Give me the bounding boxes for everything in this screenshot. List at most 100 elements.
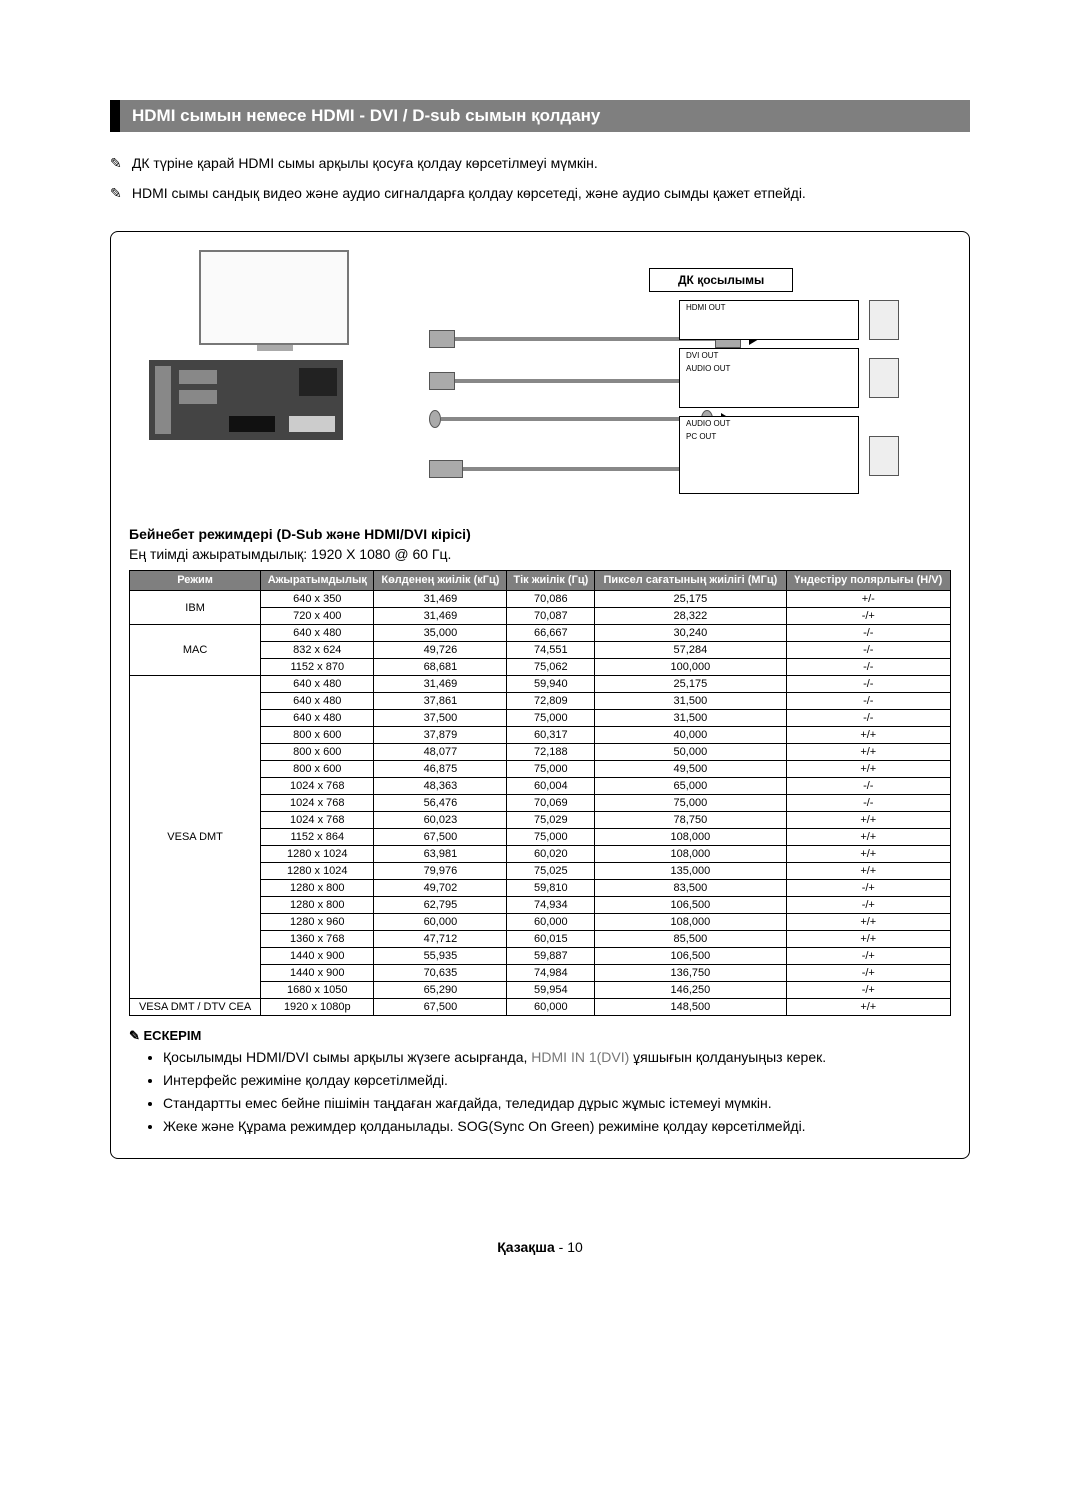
audio-jack-icon	[429, 410, 441, 428]
data-cell: +/-	[786, 591, 950, 608]
data-cell: 106,500	[595, 897, 786, 914]
notes-list: Қосылымды HDMI/DVI сымы арқылы жүзеге ас…	[129, 1048, 951, 1136]
section-title-bar: HDMI сымын немесе HDMI - DVI / D-sub сым…	[110, 100, 970, 132]
intro-note-1: ✎ ДК түріне қарай HDMI сымы арқылы қосуғ…	[110, 154, 970, 174]
data-cell: 72,809	[507, 693, 595, 710]
data-cell: 35,000	[374, 625, 507, 642]
data-cell: 135,000	[595, 863, 786, 880]
data-cell: 49,500	[595, 761, 786, 778]
note-text: Қосылымды HDMI/DVI сымы арқылы жүзеге ас…	[163, 1049, 531, 1065]
data-cell: 59,810	[507, 880, 595, 897]
data-cell: 46,875	[374, 761, 507, 778]
intro-note-2-text: HDMI сымы сандық видео және аудио сигнал…	[132, 185, 806, 201]
data-cell: +/+	[786, 914, 950, 931]
note-text: Жеке және Құрама режимдер қолданылады. S…	[163, 1118, 806, 1134]
pc-tower-icon	[869, 436, 899, 476]
port-label-pc-out: PC OUT	[680, 430, 858, 443]
list-item: Стандартты емес бейне пішімін таңдаған ж…	[163, 1094, 951, 1113]
cable-line	[455, 337, 715, 341]
data-cell: 62,795	[374, 897, 507, 914]
data-cell: 56,476	[374, 795, 507, 812]
data-cell: 49,702	[374, 880, 507, 897]
data-cell: 72,188	[507, 744, 595, 761]
mode-cell: MAC	[130, 625, 261, 676]
data-cell: 1280 x 800	[261, 897, 374, 914]
data-cell: 37,879	[374, 727, 507, 744]
pc-port-box-dvi: DVI OUT AUDIO OUT	[679, 348, 859, 408]
pc-port-box-vga: AUDIO OUT PC OUT	[679, 416, 859, 494]
tv-stand	[257, 345, 293, 351]
data-cell: 25,175	[595, 591, 786, 608]
data-cell: 136,750	[595, 965, 786, 982]
pc-tower-icon	[869, 358, 899, 398]
tv-outline	[199, 250, 349, 345]
data-cell: 60,023	[374, 812, 507, 829]
data-cell: +/+	[786, 727, 950, 744]
data-cell: 1440 x 900	[261, 965, 374, 982]
data-cell: -/-	[786, 778, 950, 795]
data-cell: 47,712	[374, 931, 507, 948]
data-cell: 85,500	[595, 931, 786, 948]
data-cell: 74,984	[507, 965, 595, 982]
note-highlight: HDMI IN 1(DVI)	[531, 1049, 629, 1065]
data-cell: -/-	[786, 642, 950, 659]
data-cell: -/+	[786, 880, 950, 897]
data-cell: 31,500	[595, 710, 786, 727]
intro-note-2: ✎ HDMI сымы сандық видео және аудио сигн…	[110, 184, 970, 204]
pc-port-box-hdmi: HDMI OUT	[679, 300, 859, 340]
data-cell: 800 x 600	[261, 744, 374, 761]
data-cell: -/+	[786, 948, 950, 965]
col-resolution: Ажыратымдылық	[261, 571, 374, 591]
data-cell: 1152 x 870	[261, 659, 374, 676]
note-text: Стандартты емес бейне пішімін таңдаған ж…	[163, 1095, 772, 1111]
mode-cell: VESA DMT / DTV CEA	[130, 999, 261, 1016]
mode-cell: IBM	[130, 591, 261, 625]
data-cell: 1024 x 768	[261, 795, 374, 812]
list-item: Қосылымды HDMI/DVI сымы арқылы жүзеге ас…	[163, 1048, 951, 1067]
data-cell: 28,322	[595, 608, 786, 625]
data-cell: 75,025	[507, 863, 595, 880]
data-cell: 106,500	[595, 948, 786, 965]
data-cell: 48,363	[374, 778, 507, 795]
data-cell: 1280 x 800	[261, 880, 374, 897]
data-cell: -/-	[786, 693, 950, 710]
port-block	[299, 368, 337, 396]
data-cell: 1024 x 768	[261, 812, 374, 829]
data-cell: 60,000	[374, 914, 507, 931]
page: HDMI сымын немесе HDMI - DVI / D-sub сым…	[0, 0, 1080, 1295]
data-cell: 800 x 600	[261, 727, 374, 744]
data-cell: -/-	[786, 659, 950, 676]
data-cell: 59,887	[507, 948, 595, 965]
data-cell: 67,500	[374, 829, 507, 846]
data-cell: -/-	[786, 676, 950, 693]
data-cell: 55,935	[374, 948, 507, 965]
note-icon: ✎	[110, 154, 128, 174]
data-cell: +/+	[786, 761, 950, 778]
data-cell: -/+	[786, 965, 950, 982]
data-cell: 37,861	[374, 693, 507, 710]
data-cell: -/+	[786, 897, 950, 914]
connection-diagram: ДК қосылымы HDMI OUT DVI OUT AUDIO OUT	[129, 250, 951, 510]
note-heading: ✎ ЕСКЕРІМ	[129, 1028, 951, 1044]
data-cell: 108,000	[595, 829, 786, 846]
note-icon: ✎	[110, 184, 128, 204]
list-item: Жеке және Құрама режимдер қолданылады. S…	[163, 1117, 951, 1136]
cable-line	[463, 467, 709, 471]
display-modes-heading: Бейнебет режимдері (D-Sub және HDMI/DVI …	[129, 526, 951, 542]
data-cell: +/+	[786, 744, 950, 761]
data-cell: 1920 x 1080p	[261, 999, 374, 1016]
data-cell: -/-	[786, 795, 950, 812]
data-cell: 25,175	[595, 676, 786, 693]
data-cell: 70,069	[507, 795, 595, 812]
data-cell: 800 x 600	[261, 761, 374, 778]
port-label-hdmi-out: HDMI OUT	[680, 301, 858, 314]
data-cell: +/+	[786, 846, 950, 863]
tv-port-strip	[149, 360, 343, 440]
table-row: VESA DMT / DTV CEA1920 x 1080p67,50060,0…	[130, 999, 951, 1016]
data-cell: 640 x 480	[261, 693, 374, 710]
footer-sep: -	[555, 1239, 567, 1255]
data-cell: 31,500	[595, 693, 786, 710]
data-cell: 146,250	[595, 982, 786, 999]
data-cell: 48,077	[374, 744, 507, 761]
hdmi-plug-icon	[429, 330, 455, 348]
